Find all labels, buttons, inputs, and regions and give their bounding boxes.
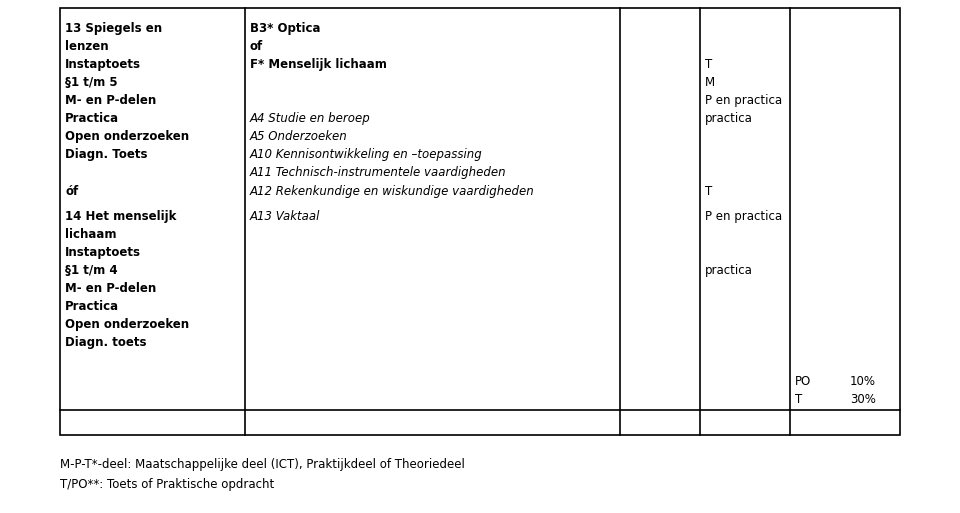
Text: Open onderzoeken: Open onderzoeken bbox=[65, 318, 189, 331]
Text: Open onderzoeken: Open onderzoeken bbox=[65, 130, 189, 143]
Text: M- en P-delen: M- en P-delen bbox=[65, 94, 156, 107]
Text: §1 t/m 4: §1 t/m 4 bbox=[65, 264, 118, 277]
Text: P en practica: P en practica bbox=[705, 210, 782, 223]
Text: T: T bbox=[795, 393, 803, 406]
Text: Instaptoets: Instaptoets bbox=[65, 246, 141, 259]
Text: practica: practica bbox=[705, 112, 753, 125]
Text: M: M bbox=[705, 76, 715, 89]
Text: Instaptoets: Instaptoets bbox=[65, 58, 141, 71]
Text: F* Menselijk lichaam: F* Menselijk lichaam bbox=[250, 58, 387, 71]
Text: óf: óf bbox=[65, 185, 79, 198]
Text: A5 Onderzoeken: A5 Onderzoeken bbox=[250, 130, 348, 143]
Text: A4 Studie en beroep: A4 Studie en beroep bbox=[250, 112, 371, 125]
Text: M- en P-delen: M- en P-delen bbox=[65, 282, 156, 295]
Bar bbox=[60, 8, 900, 435]
Text: PO: PO bbox=[795, 375, 811, 388]
Text: practica: practica bbox=[705, 264, 753, 277]
Text: lenzen: lenzen bbox=[65, 40, 108, 53]
Text: A10 Kennisontwikkeling en –toepassing: A10 Kennisontwikkeling en –toepassing bbox=[250, 148, 483, 161]
Text: Diagn. toets: Diagn. toets bbox=[65, 336, 147, 349]
Text: 13 Spiegels en: 13 Spiegels en bbox=[65, 22, 162, 35]
Text: of: of bbox=[250, 40, 263, 53]
Text: Practica: Practica bbox=[65, 112, 119, 125]
Text: lichaam: lichaam bbox=[65, 228, 116, 241]
Text: 30%: 30% bbox=[850, 393, 876, 406]
Text: A12 Rekenkundige en wiskundige vaardigheden: A12 Rekenkundige en wiskundige vaardighe… bbox=[250, 185, 535, 198]
Text: A13 Vaktaal: A13 Vaktaal bbox=[250, 210, 321, 223]
Text: T/PO**: Toets of Praktische opdracht: T/PO**: Toets of Praktische opdracht bbox=[60, 478, 275, 491]
Text: 10%: 10% bbox=[850, 375, 876, 388]
Text: T: T bbox=[705, 185, 712, 198]
Text: A11 Technisch-instrumentele vaardigheden: A11 Technisch-instrumentele vaardigheden bbox=[250, 166, 507, 179]
Text: T: T bbox=[705, 58, 712, 71]
Text: §1 t/m 5: §1 t/m 5 bbox=[65, 76, 118, 89]
Text: B3* Optica: B3* Optica bbox=[250, 22, 321, 35]
Text: M-P-T*-deel: Maatschappelijke deel (ICT), Praktijkdeel of Theoriedeel: M-P-T*-deel: Maatschappelijke deel (ICT)… bbox=[60, 458, 465, 471]
Text: P en practica: P en practica bbox=[705, 94, 782, 107]
Text: Practica: Practica bbox=[65, 300, 119, 313]
Text: 14 Het menselijk: 14 Het menselijk bbox=[65, 210, 177, 223]
Text: Diagn. Toets: Diagn. Toets bbox=[65, 148, 148, 161]
